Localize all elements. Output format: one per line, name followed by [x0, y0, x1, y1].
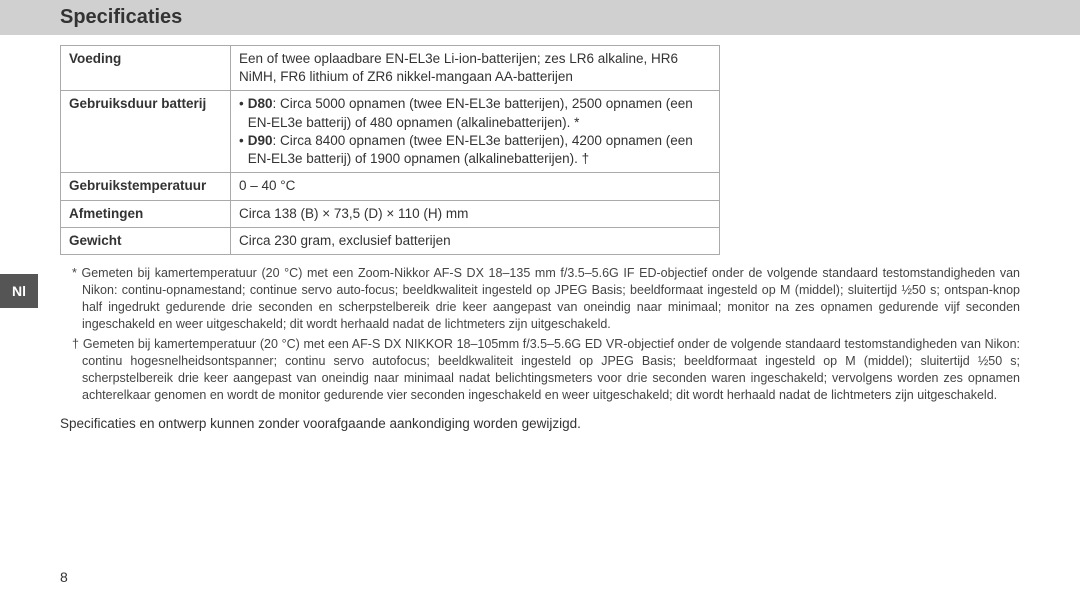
spec-label: Voeding	[61, 46, 231, 91]
spec-label: Gebruikstemperatuur	[61, 173, 231, 200]
bullet-item: • D90: Circa 8400 opnamen (twee EN-EL3e …	[239, 132, 711, 168]
spec-value: 0 – 40 °C	[231, 173, 720, 200]
content-area: Voeding Een of twee oplaadbare EN-EL3e L…	[0, 35, 1080, 431]
table-row: Gebruikstemperatuur 0 – 40 °C	[61, 173, 720, 200]
spec-value: • D80: Circa 5000 opnamen (twee EN-EL3e …	[231, 91, 720, 173]
bullet-dot-icon: •	[239, 132, 244, 168]
bullet-rest: : Circa 5000 opnamen (twee EN-EL3e batte…	[248, 96, 693, 129]
bullet-strong: D80	[248, 96, 273, 111]
spec-value: Circa 138 (B) × 73,5 (D) × 110 (H) mm	[231, 200, 720, 227]
bullet-strong: D90	[248, 133, 273, 148]
footnote-dagger: † Gemeten bij kamertemperatuur (20 °C) m…	[72, 336, 1020, 404]
table-row: Gebruiksduur batterij • D80: Circa 5000 …	[61, 91, 720, 173]
table-row: Gewicht Circa 230 gram, exclusief batter…	[61, 227, 720, 254]
specifications-table: Voeding Een of twee oplaadbare EN-EL3e L…	[60, 45, 720, 255]
bottom-note: Specificaties en ontwerp kunnen zonder v…	[60, 416, 1020, 431]
bullet-dot-icon: •	[239, 95, 244, 131]
page-title: Specificaties	[60, 6, 1020, 29]
page-number: 8	[60, 569, 68, 585]
bullet-rest: : Circa 8400 opnamen (twee EN-EL3e batte…	[248, 133, 693, 166]
table-row: Voeding Een of twee oplaadbare EN-EL3e L…	[61, 46, 720, 91]
header-bar: Specificaties	[0, 0, 1080, 35]
spec-value: Een of twee oplaadbare EN-EL3e Li-ion-ba…	[231, 46, 720, 91]
spec-label: Gebruiksduur batterij	[61, 91, 231, 173]
spec-label: Afmetingen	[61, 200, 231, 227]
spec-label: Gewicht	[61, 227, 231, 254]
footnote-star: * Gemeten bij kamertemperatuur (20 °C) m…	[72, 265, 1020, 333]
footnotes: * Gemeten bij kamertemperatuur (20 °C) m…	[72, 265, 1020, 404]
table-row: Afmetingen Circa 138 (B) × 73,5 (D) × 11…	[61, 200, 720, 227]
bullet-item: • D80: Circa 5000 opnamen (twee EN-EL3e …	[239, 95, 711, 131]
spec-value: Circa 230 gram, exclusief batterijen	[231, 227, 720, 254]
